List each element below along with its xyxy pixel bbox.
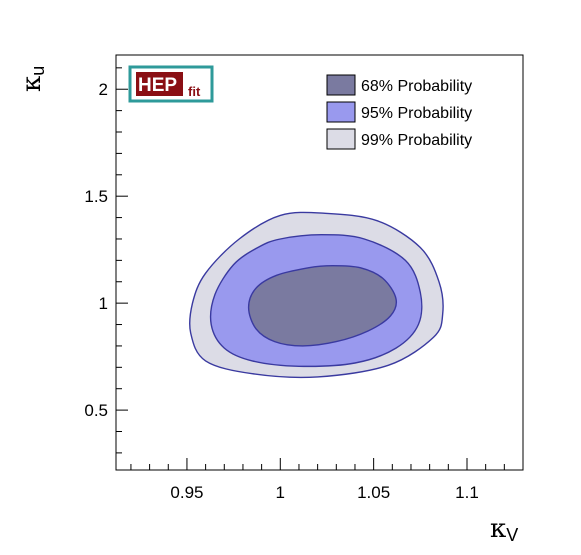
x-axis-title-sub: V (506, 525, 518, 545)
logo-sub-text: fit (188, 84, 201, 99)
legend-swatch (326, 74, 356, 96)
hepfit-logo: HEP fit (128, 65, 214, 103)
contour-layer (188, 211, 444, 379)
logo-main-text: HEP (138, 75, 177, 96)
contour-68 (247, 264, 398, 347)
x-tick-label: 1.1 (455, 483, 479, 502)
legend-label: 99% Probability (361, 132, 472, 149)
x-tick-label: 0.95 (170, 483, 203, 502)
y-axis-title-sub: u (28, 66, 48, 76)
legend-label: 95% Probability (361, 105, 472, 122)
x-axis-title: κV (490, 514, 518, 545)
x-tick-label: 1 (276, 483, 285, 502)
legend-swatch (326, 128, 356, 150)
legend-swatch (326, 101, 356, 123)
y-tick-label: 1 (99, 294, 108, 313)
y-tick-label: 0.5 (84, 401, 108, 420)
tick-label-layer: 0.95 1 1.05 1.1 0.5 1 1.5 2 (84, 80, 478, 502)
y-axis-title: κu (17, 66, 48, 92)
y-tick-label: 2 (99, 80, 108, 99)
x-tick-label: 1.05 (357, 483, 390, 502)
tick-layer (116, 67, 524, 470)
legend: 68% Probability 95% Probability 99% Probab… (326, 74, 472, 150)
legend-label: 68% Probability (361, 78, 472, 95)
y-tick-label: 1.5 (84, 187, 108, 206)
